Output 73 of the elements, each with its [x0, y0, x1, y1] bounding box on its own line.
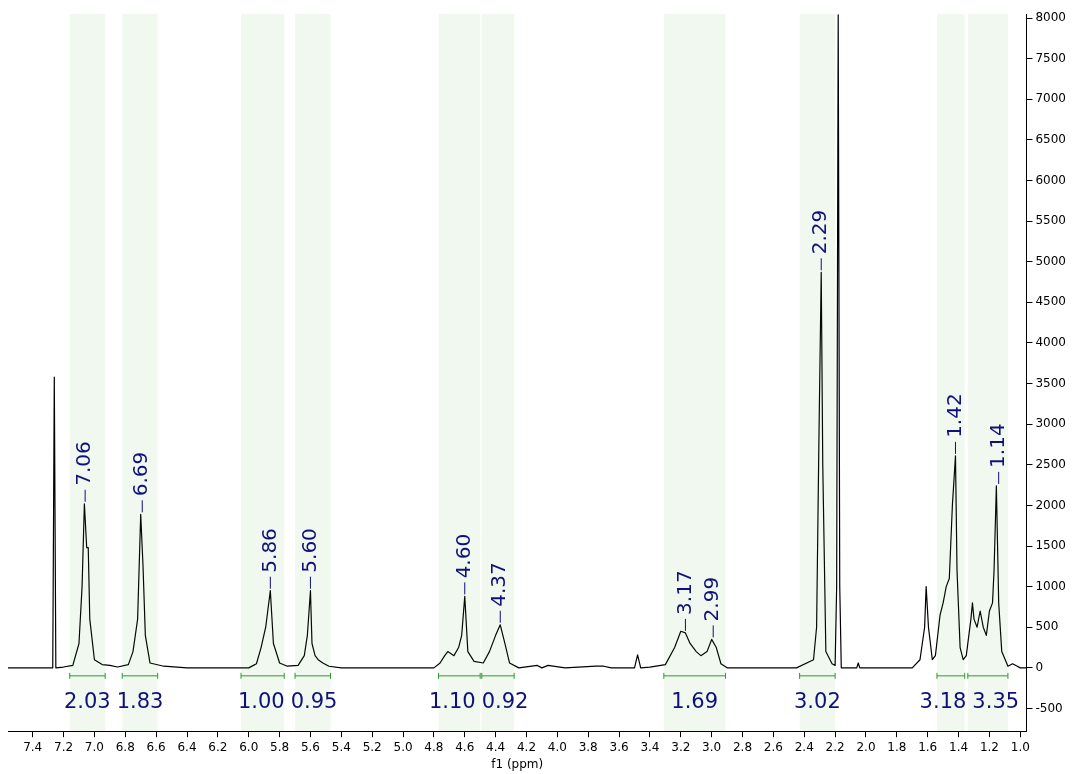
x-tick-label: 1.8 [887, 739, 907, 754]
band-label: 3.02 [793, 689, 841, 714]
band-label: 3.18 [919, 689, 967, 714]
annotation: 4.60 [450, 533, 475, 579]
y-tick-label: 7000 [1035, 91, 1067, 106]
x-tick-label: 1.0 [1010, 739, 1030, 754]
x-tick-label: 6.8 [115, 739, 135, 754]
annotation: 4.37 [486, 562, 511, 607]
x-tick-label: 2.4 [794, 739, 814, 754]
y-tick-label: 3000 [1035, 416, 1067, 431]
y-tick-label: 2500 [1035, 456, 1067, 471]
y-tick-label: 1000 [1035, 578, 1067, 593]
x-tick-label: 3.6 [609, 739, 629, 754]
y-tick-label: 8000 [1035, 10, 1067, 25]
annotation: 1.42 [941, 393, 966, 438]
annotation: 3.17 [671, 570, 696, 615]
x-tick-label: 3.2 [671, 739, 691, 754]
x-tick-label: 7.0 [84, 739, 104, 754]
annotation: 1.14 [984, 423, 1009, 468]
x-tick-label: 4.2 [516, 739, 537, 754]
x-tick-label: 1.4 [949, 739, 969, 754]
x-axis-title: f1 (ppm) [491, 756, 544, 771]
x-tick-label: 2.2 [825, 739, 845, 754]
y-tick-label: 4000 [1035, 335, 1067, 350]
annotation: 2.29 [807, 209, 832, 255]
x-tick-label: 1.2 [979, 739, 999, 754]
y-tick-label: 3500 [1035, 375, 1067, 390]
y-tick-label: 500 [1035, 619, 1059, 634]
x-tick-label: 2.6 [763, 739, 783, 754]
x-tick-label: 4.6 [455, 739, 475, 754]
band-label: 1.10 [428, 689, 476, 714]
y-tick-label: 6000 [1035, 172, 1067, 187]
annotation: 5.60 [296, 528, 321, 573]
band-label: 0.95 [290, 689, 338, 714]
band-label: 1.00 [237, 689, 285, 714]
x-tick-label: 4.0 [547, 739, 567, 754]
annotation: 5.86 [256, 528, 281, 573]
x-tick-label: 5.0 [393, 739, 413, 754]
y-tick-label: 6500 [1035, 132, 1067, 147]
x-tick-label: 5.2 [362, 739, 382, 754]
y-tick-label: 0 [1035, 659, 1044, 674]
annotation: 2.99 [699, 576, 724, 622]
x-tick-label: 7.2 [54, 739, 74, 754]
band-label: 3.35 [972, 689, 1020, 714]
y-tick-label: 5500 [1035, 213, 1067, 228]
x-tick-label: 7.4 [23, 739, 43, 754]
y-tick-label: 5000 [1035, 253, 1067, 268]
y-tick-label: 7500 [1035, 50, 1067, 65]
annotation: 6.69 [128, 451, 153, 497]
band-label: 2.03 [63, 689, 111, 714]
x-tick-label: 3.8 [578, 739, 598, 754]
x-tick-label: 6.0 [239, 739, 259, 754]
x-tick-label: 3.0 [702, 739, 722, 754]
x-tick-label: 3.4 [640, 739, 660, 754]
x-tick-label: 6.4 [177, 739, 197, 754]
y-tick-label: 2000 [1035, 497, 1067, 512]
y-tick-label: -500 [1035, 700, 1063, 715]
band-label: 1.69 [671, 689, 719, 714]
x-tick-label: 4.8 [424, 739, 444, 754]
x-tick-label: 5.8 [270, 739, 290, 754]
y-tick-label: 1500 [1035, 538, 1067, 553]
x-tick-label: 6.6 [146, 739, 166, 754]
annotation: 7.06 [71, 441, 96, 486]
y-tick-label: 4500 [1035, 294, 1067, 309]
x-tick-label: 2.0 [856, 739, 876, 754]
x-tick-label: 1.6 [918, 739, 938, 754]
x-tick-label: 2.8 [732, 739, 753, 754]
x-tick-label: 6.2 [208, 739, 228, 754]
band-label: 1.83 [116, 689, 164, 714]
x-tick-label: 5.6 [300, 739, 320, 754]
band-label: 0.92 [481, 689, 529, 714]
x-tick-label: 5.4 [331, 739, 351, 754]
x-tick-label: 4.4 [486, 739, 506, 754]
